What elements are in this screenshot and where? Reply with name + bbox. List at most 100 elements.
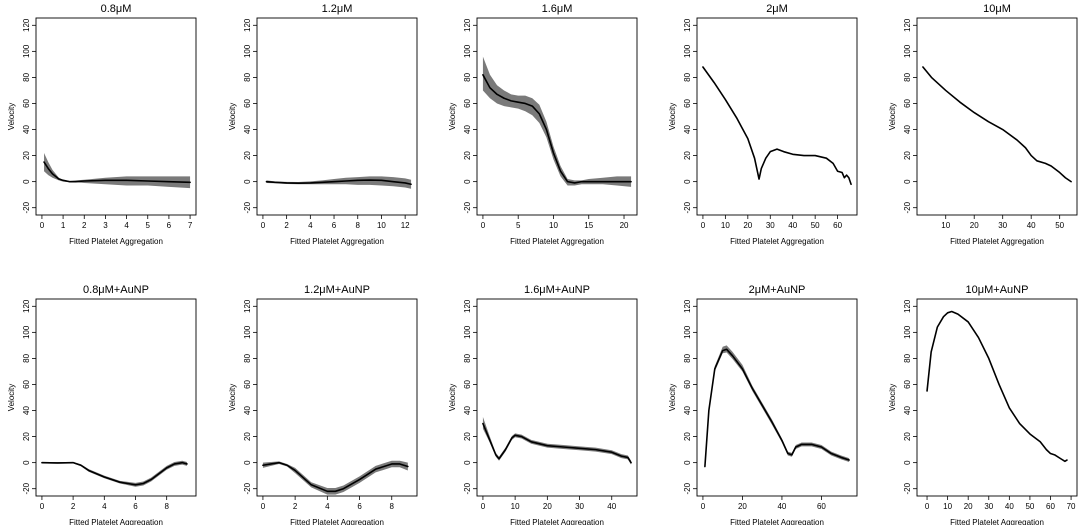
- y-tick-label: 40: [903, 406, 912, 415]
- y-tick-label: 100: [463, 44, 472, 58]
- x-tick-label: 10: [943, 502, 952, 511]
- x-tick-label: 20: [543, 502, 552, 511]
- x-tick-label: 4: [325, 502, 330, 511]
- x-tick-label: 3: [103, 221, 108, 230]
- x-tick-label: 6: [357, 502, 362, 511]
- x-tick-label: 10: [721, 221, 730, 230]
- x-tick-label: 0: [925, 502, 930, 511]
- chart-title: 2μM: [766, 3, 788, 15]
- y-tick-label: 80: [463, 353, 472, 362]
- y-tick-label: 100: [683, 325, 692, 339]
- y-axis-label: Velocity: [228, 384, 237, 412]
- fit-line: [482, 74, 632, 184]
- x-tick-label: 20: [970, 221, 979, 230]
- y-tick-label: 0: [683, 460, 692, 465]
- y-tick-label: 120: [903, 299, 912, 313]
- y-tick-label: 0: [463, 460, 472, 465]
- y-tick-label: 0: [683, 179, 692, 184]
- y-axis-label: Velocity: [7, 384, 16, 412]
- x-tick-label: 12: [401, 221, 410, 230]
- x-tick-label: 0: [701, 221, 706, 230]
- confidence-band: [482, 56, 632, 187]
- y-tick-label: 20: [243, 151, 252, 160]
- x-tick-label: 10: [377, 221, 386, 230]
- x-tick-label: 2: [284, 221, 289, 230]
- y-tick-label: 0: [903, 460, 912, 465]
- fit-line: [41, 461, 188, 486]
- y-tick-label: 100: [243, 325, 252, 339]
- y-tick-label: 80: [243, 72, 252, 81]
- y-tick-label: 60: [683, 98, 692, 107]
- x-tick-label: 40: [788, 221, 797, 230]
- x-tick-label: 4: [102, 502, 107, 511]
- chart-title: 1.2μM+AuNP: [304, 284, 370, 296]
- chart-title: 2μM+AuNP: [749, 284, 806, 296]
- x-tick-label: 20: [620, 221, 629, 230]
- y-tick-label: -20: [463, 482, 472, 494]
- x-tick-label: 10: [941, 221, 950, 230]
- y-tick-label: 0: [22, 460, 31, 465]
- chart-panel-6: 0.8μM+AuNP -20 0 20 40 60 80 100 120 0 2 4 6 8Fitted …: [7, 284, 197, 525]
- chart-panel-7: 1.2μM+AuNP -20 0 20 40 60 80 100 120 0 2 4 6 8 Fitted …: [228, 284, 418, 525]
- x-tick-label: 40: [1027, 221, 1036, 230]
- x-tick-label: 60: [833, 221, 842, 230]
- chart-panel-5: 10μM -20 0 20 40 60 80 100 120 10 20 30 40 50 Fitted P…: [888, 3, 1078, 246]
- y-tick-label: 0: [22, 179, 31, 184]
- x-tick-label: 5: [516, 221, 521, 230]
- y-tick-label: 120: [243, 18, 252, 32]
- y-tick-label: 80: [683, 72, 692, 81]
- y-tick-label: 80: [903, 72, 912, 81]
- confidence-band: [482, 417, 632, 465]
- chart-title: 1.6μM: [542, 3, 573, 15]
- x-tick-label: 10: [549, 221, 558, 230]
- y-tick-label: -20: [463, 201, 472, 213]
- x-tick-label: 60: [817, 502, 826, 511]
- y-tick-label: 40: [463, 406, 472, 415]
- x-tick-label: 20: [738, 502, 747, 511]
- plot-frame: [916, 17, 1078, 216]
- y-tick-label: 80: [463, 72, 472, 81]
- x-tick-label: 20: [743, 221, 752, 230]
- y-tick-label: 60: [463, 379, 472, 388]
- y-tick-label: 100: [683, 44, 692, 58]
- y-tick-label: 20: [903, 432, 912, 441]
- x-tick-label: 0: [261, 221, 266, 230]
- confidence-band: [704, 345, 850, 468]
- x-tick-label: 6: [332, 221, 337, 230]
- y-tick-label: 40: [243, 125, 252, 134]
- y-tick-label: 120: [463, 18, 472, 32]
- x-tick-label: 50: [1025, 502, 1034, 511]
- plot-frame: [256, 17, 418, 216]
- x-tick-label: 70: [1067, 502, 1076, 511]
- plot-frame: [476, 17, 638, 216]
- plot-frame: [696, 298, 858, 497]
- fit-line: [262, 461, 409, 493]
- x-axis-label: Fitted Platelet Aggregation: [730, 237, 824, 246]
- y-tick-label: 120: [243, 299, 252, 313]
- y-tick-label: 100: [22, 44, 31, 58]
- x-tick-label: 4: [308, 221, 313, 230]
- x-tick-label: 6: [167, 221, 172, 230]
- y-tick-label: 100: [903, 325, 912, 339]
- x-tick-label: 2: [293, 502, 298, 511]
- y-tick-label: 60: [683, 379, 692, 388]
- y-tick-label: 0: [463, 179, 472, 184]
- chart-panel-10: 10μM+AuNP -20 0 20 40 60 80 100 120 0 10 20 30 40 50 60…: [888, 284, 1078, 525]
- fit-line: [43, 161, 191, 184]
- chart-title: 0.8μM+AuNP: [83, 284, 149, 296]
- y-axis-label: Velocity: [448, 103, 457, 131]
- confidence-band: [41, 460, 187, 487]
- x-axis-label: Fitted Platelet Aggregation: [730, 518, 824, 525]
- plot-frame: [696, 17, 858, 216]
- plot-frame: [35, 17, 197, 216]
- y-axis-label: Velocity: [888, 103, 897, 131]
- chart-title: 0.8μM: [101, 3, 132, 15]
- plot-frame: [476, 298, 638, 497]
- fit-line: [926, 310, 1068, 463]
- fit-line: [704, 348, 850, 468]
- fit-line: [702, 66, 852, 186]
- y-tick-label: 120: [463, 299, 472, 313]
- x-tick-label: 5: [146, 221, 151, 230]
- y-tick-label: 100: [22, 325, 31, 339]
